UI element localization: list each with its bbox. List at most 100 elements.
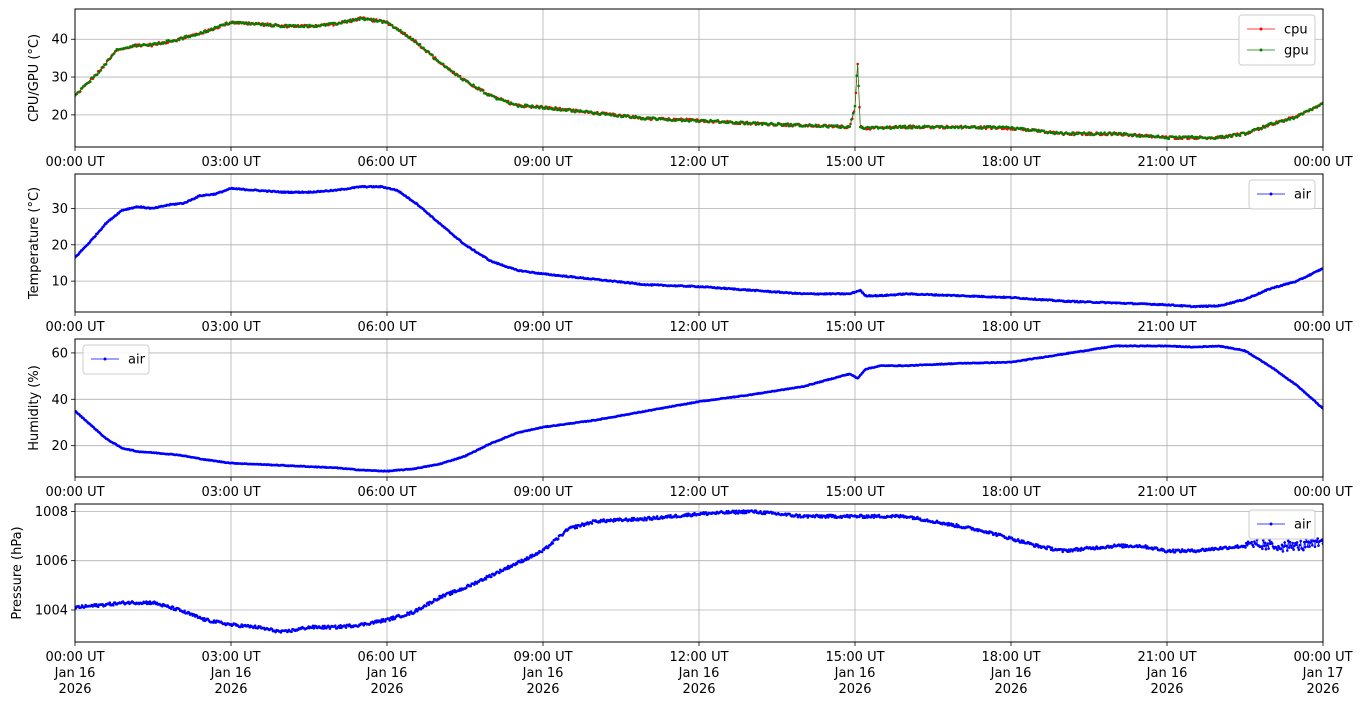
data-point <box>104 62 108 66</box>
data-point <box>272 24 276 28</box>
data-point <box>437 598 441 601</box>
data-point <box>498 571 501 575</box>
data-point <box>195 614 199 618</box>
x-tick-label: 00:00 UT Jan 16 2026 <box>45 650 104 697</box>
data-point <box>832 124 835 127</box>
legend-box <box>1248 179 1316 210</box>
data-point <box>698 120 702 123</box>
data-point <box>400 30 404 34</box>
data-point <box>693 118 696 122</box>
y-tick-label: 60 <box>51 346 68 361</box>
data-point <box>980 127 983 130</box>
data-point <box>743 122 746 126</box>
data-point <box>539 104 543 108</box>
data-point <box>1249 130 1253 134</box>
data-point <box>896 126 900 129</box>
data-point <box>171 605 175 609</box>
x-tick-label: 00:00 UT <box>1293 155 1352 170</box>
data-point <box>415 41 418 44</box>
data-point <box>170 607 173 611</box>
x-tick-label: 15:00 UT <box>825 155 884 170</box>
data-point <box>302 25 306 29</box>
data-point <box>1074 132 1078 136</box>
data-point <box>1226 135 1229 139</box>
data-point <box>201 617 204 620</box>
data-point <box>245 22 249 26</box>
data-point <box>778 123 782 126</box>
data-point <box>358 18 361 22</box>
data-point <box>1263 126 1267 129</box>
data-point <box>129 45 133 49</box>
data-point <box>502 99 506 102</box>
legend-box <box>82 344 150 375</box>
data-point <box>1119 131 1122 135</box>
data-point <box>290 630 293 633</box>
data-point <box>789 122 793 126</box>
data-point <box>916 126 919 129</box>
data-point <box>463 78 466 81</box>
data-point <box>1320 102 1323 105</box>
data-point <box>572 108 575 111</box>
legend-label: air <box>128 353 146 368</box>
x-tick-label: 06:00 UT Jan 16 2026 <box>357 650 416 697</box>
y-tick-label: 1008 <box>35 505 68 520</box>
data-point <box>187 611 191 614</box>
data-point <box>211 28 215 32</box>
data-point <box>1208 136 1212 139</box>
data-point <box>839 126 842 130</box>
data-point <box>764 122 768 125</box>
data-point <box>985 125 989 128</box>
data-point <box>506 100 509 104</box>
legend-marker <box>1269 192 1273 196</box>
data-point <box>1144 134 1147 138</box>
data-point <box>457 75 461 78</box>
data-point <box>434 57 438 61</box>
data-point <box>247 21 251 24</box>
y-axis-label: Humidity (%) <box>27 365 42 451</box>
data-point <box>1142 134 1146 138</box>
data-point <box>1288 118 1292 121</box>
data-point <box>515 562 519 565</box>
data-point <box>133 43 136 47</box>
data-point <box>821 125 825 128</box>
data-point <box>267 24 270 27</box>
x-tick-label: 03:00 UT <box>201 485 260 500</box>
data-point <box>1308 108 1311 111</box>
data-point <box>827 126 830 129</box>
data-point <box>1069 132 1072 136</box>
data-point <box>112 604 115 607</box>
data-point <box>1174 135 1178 139</box>
y-axis-label: Pressure (hPa) <box>10 526 25 619</box>
data-point <box>270 627 274 631</box>
data-point <box>598 520 602 524</box>
y-tick-label: 1006 <box>35 554 68 569</box>
data-point <box>520 105 523 109</box>
data-point <box>598 113 602 117</box>
data-point <box>201 31 204 35</box>
data-point <box>983 126 987 129</box>
x-tick-label: 00:00 UT <box>45 155 104 170</box>
data-point <box>176 38 179 42</box>
x-tick-label: 09:00 UT <box>513 485 572 500</box>
y-axis-label: Temperature (°C) <box>27 187 42 300</box>
data-point <box>427 50 431 54</box>
data-point <box>812 124 816 128</box>
data-point <box>638 115 641 119</box>
legend-marker <box>103 357 107 361</box>
data-point <box>568 107 571 111</box>
data-point <box>540 550 544 554</box>
data-point <box>1178 135 1181 138</box>
data-point <box>1133 132 1137 136</box>
x-tick-label: 00:00 UT <box>45 485 104 500</box>
x-tick-label: 18:00 UT <box>981 485 1040 500</box>
data-point <box>602 111 605 115</box>
data-point <box>283 25 286 29</box>
data-point <box>1167 137 1171 141</box>
data-point <box>424 604 428 608</box>
data-point <box>796 122 800 126</box>
data-point <box>609 114 612 117</box>
data-point <box>344 626 348 629</box>
data-point <box>570 110 573 113</box>
data-point <box>381 21 384 25</box>
data-point <box>551 542 555 545</box>
